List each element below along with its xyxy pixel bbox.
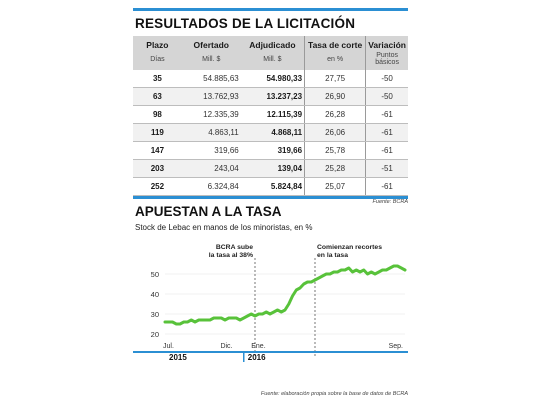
annotations: BCRA sube la tasa al 38% Comienzan recorte… — [209, 244, 382, 358]
annotation-label: BCRA sube la tasa al 38% — [209, 244, 253, 259]
table-row: 147 319,66 319,66 25,78 -61 — [133, 141, 408, 160]
cell-variacion: -61 — [365, 141, 408, 160]
cell-ofertado: 13.762,93 — [181, 87, 241, 106]
y-tick-label: 50 — [151, 270, 159, 279]
table-row: 35 54.885,63 54.980,33 27,75 -50 — [133, 70, 408, 88]
results-table: Plazo Ofertado Adjudicado Tasa de corte … — [133, 36, 408, 196]
x-tick-label: Ene. — [251, 343, 265, 350]
grid-lines — [165, 273, 405, 335]
accent-bar — [133, 196, 408, 199]
series-line — [163, 264, 407, 326]
cell-plazo: 98 — [133, 105, 182, 124]
x-tick-label: Jul. — [163, 343, 174, 350]
cell-ofertado: 319,66 — [181, 141, 241, 160]
cell-ofertado: 12.335,39 — [181, 105, 241, 124]
header-tasa: Tasa de corte — [304, 36, 366, 51]
table-row: 119 4.863,11 4.868,11 26,06 -61 — [133, 123, 408, 142]
table-source: Fuente: BCRA — [372, 199, 408, 205]
header-variacion: Variación — [365, 36, 408, 51]
accent-bar — [133, 8, 408, 11]
chart-subtitle: Stock de Lebac en manos de los minorista… — [135, 223, 313, 232]
cell-adjudicado: 4.868,11 — [240, 123, 305, 142]
y-tick-label: 40 — [151, 290, 159, 299]
cell-variacion: -51 — [365, 159, 408, 178]
cell-tasa: 26,90 — [304, 87, 366, 106]
results-table-panel: RESULTADOS DE LA LICITACIÓN Plazo Oferta… — [133, 8, 408, 205]
cell-ofertado: 4.863,11 — [181, 123, 241, 142]
y-tick-label: 30 — [151, 310, 159, 319]
cell-variacion: -50 — [365, 70, 408, 88]
subheader-ofertado: Mill. $ — [181, 51, 241, 70]
cell-adjudicado: 139,04 — [240, 159, 305, 178]
cell-adjudicado: 12.115,39 — [240, 105, 305, 124]
table-row: 63 13.762,93 13.237,23 26,90 -50 — [133, 87, 408, 106]
header-plazo: Plazo — [133, 36, 182, 51]
year-label: 2016 — [248, 353, 266, 362]
table-row: 203 243,04 139,04 25,28 -51 — [133, 159, 408, 178]
subheader-plazo: Días — [133, 51, 182, 70]
subheader-adjudicado: Mill. $ — [240, 51, 305, 70]
subheader-variacion: Puntos básicos — [365, 51, 408, 70]
cell-adjudicado: 319,66 — [240, 141, 305, 160]
cell-plazo: 119 — [133, 123, 182, 142]
cell-ofertado: 243,04 — [181, 159, 241, 178]
cell-variacion: -50 — [365, 87, 408, 106]
chart-panel: APUESTAN A LA TASA Stock de Lebac en man… — [133, 196, 408, 234]
x-tick-label: Dic. — [220, 343, 232, 350]
table-subheader-row: Días Mill. $ Mill. $ en % Puntos básicos — [133, 51, 408, 70]
table-row: 98 12.335,39 12.115,39 26,28 -61 — [133, 105, 408, 124]
cell-tasa: 25,78 — [304, 141, 366, 160]
cell-plazo: 203 — [133, 159, 182, 178]
header-ofertado: Ofertado — [181, 36, 241, 51]
series-path — [163, 264, 407, 326]
cell-adjudicado: 13.237,23 — [240, 87, 305, 106]
cell-variacion: -61 — [365, 123, 408, 142]
cell-plazo: 147 — [133, 141, 182, 160]
table-title: RESULTADOS DE LA LICITACIÓN — [135, 16, 356, 31]
cell-adjudicado: 5.824,84 — [240, 177, 305, 196]
annotation-label: Comienzan recortes en la tasa — [317, 244, 382, 259]
cell-plazo: 252 — [133, 177, 182, 196]
cell-variacion: -61 — [365, 105, 408, 124]
cell-plazo: 63 — [133, 87, 182, 106]
subheader-tasa: en % — [304, 51, 366, 70]
y-axis: 20 30 40 50 — [151, 270, 159, 339]
x-tick-label: Sep. — [389, 343, 403, 350]
table-row: 252 6.324,84 5.824,84 25,07 -61 — [133, 177, 408, 196]
cell-adjudicado: 54.980,33 — [240, 70, 305, 88]
chart-title: APUESTAN A LA TASA — [135, 204, 282, 219]
year-label: 2015 — [169, 353, 187, 362]
table-header-row: Plazo Ofertado Adjudicado Tasa de corte … — [133, 36, 408, 51]
header-adjudicado: Adjudicado — [240, 36, 305, 51]
cell-tasa: 27,75 — [304, 70, 366, 88]
x-axis: Jul. Dic. Ene. Sep. 2015 2016 — [133, 343, 408, 362]
cell-tasa: 26,28 — [304, 105, 366, 124]
cell-ofertado: 6.324,84 — [181, 177, 241, 196]
cell-tasa: 25,28 — [304, 159, 366, 178]
cell-tasa: 25,07 — [304, 177, 366, 196]
cell-tasa: 26,06 — [304, 123, 366, 142]
chart-source: Fuente: elaboración propia sobre la base… — [260, 391, 408, 397]
cell-plazo: 35 — [133, 70, 182, 88]
line-chart: BCRA sube la tasa al 38% Comienzan recorte… — [133, 244, 408, 362]
cell-ofertado: 54.885,63 — [181, 70, 241, 88]
y-tick-label: 20 — [151, 330, 159, 339]
cell-variacion: -61 — [365, 177, 408, 196]
